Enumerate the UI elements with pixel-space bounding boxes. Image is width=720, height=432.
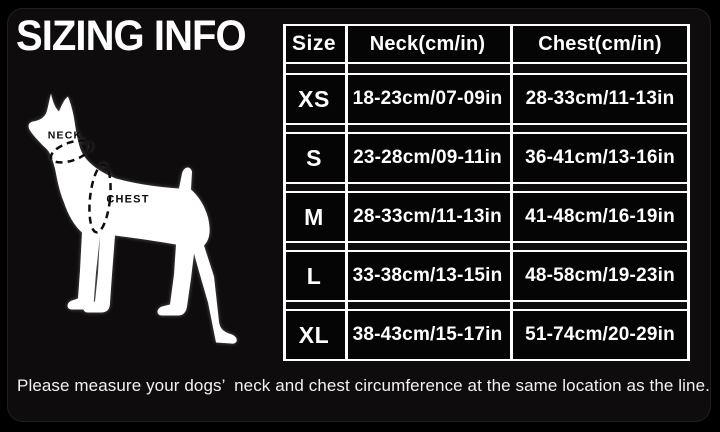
table-grid-line (283, 24, 286, 361)
col-header-chest: Chest(cm/in) (538, 32, 662, 55)
cell-size: XS (298, 85, 330, 112)
table-row-xs: XS 18-23cm/07-09in 28-33cm/11-13in (283, 73, 690, 125)
cell-chest: 48-58cm/19-23in (525, 265, 675, 286)
dog-diagram-svg: NECK CHEST (28, 93, 237, 344)
table-grid-line (687, 24, 690, 361)
cell-neck: 23-28cm/09-11in (353, 147, 502, 168)
cell-chest: 28-33cm/11-13in (525, 88, 675, 109)
chest-label: CHEST (106, 194, 149, 206)
cell-size: S (306, 144, 322, 171)
cell-chest: 36-41cm/13-16in (525, 147, 675, 168)
cell-chest: 41-48cm/16-19in (525, 206, 675, 227)
table-row-m: M 28-33cm/11-13in 41-48cm/16-19in (283, 191, 690, 243)
table-row-s: S 23-28cm/09-11in 36-41cm/13-16in (283, 132, 690, 184)
measurement-note: Please measure your dogs’ neck and chest… (17, 376, 710, 395)
neck-measure-ellipse (49, 139, 93, 164)
table-header-row: Size Neck(cm/in) Chest(cm/in) (283, 24, 690, 64)
table-row-l: L 33-38cm/13-15in 48-58cm/19-23in (283, 250, 690, 302)
neck-label: NECK (48, 130, 83, 142)
chest-measure-ellipse (88, 163, 112, 234)
table-row-xl: XL 38-43cm/15-17in 51-74cm/20-29in (283, 309, 690, 361)
cell-neck: 28-33cm/11-13in (353, 206, 502, 227)
table-grid-line (510, 24, 513, 361)
page-title: SIZING INFO (16, 12, 247, 60)
dog-measurement-diagram: NECK CHEST (14, 78, 274, 378)
cell-neck: 18-23cm/07-09in (352, 88, 503, 109)
sizing-table: Size Neck(cm/in) Chest(cm/in) XS 18-23cm… (283, 24, 690, 361)
cell-size: M (304, 203, 324, 230)
cell-neck: 33-38cm/13-15in (352, 265, 503, 286)
cell-neck: 38-43cm/15-17in (352, 324, 503, 345)
cell-chest: 51-74cm/20-29in (525, 324, 675, 345)
table-grid-line (345, 24, 348, 361)
col-header-neck: Neck(cm/in) (369, 32, 486, 55)
cell-size: L (306, 262, 322, 289)
col-header-size: Size (291, 32, 337, 55)
cell-size: XL (298, 321, 330, 348)
